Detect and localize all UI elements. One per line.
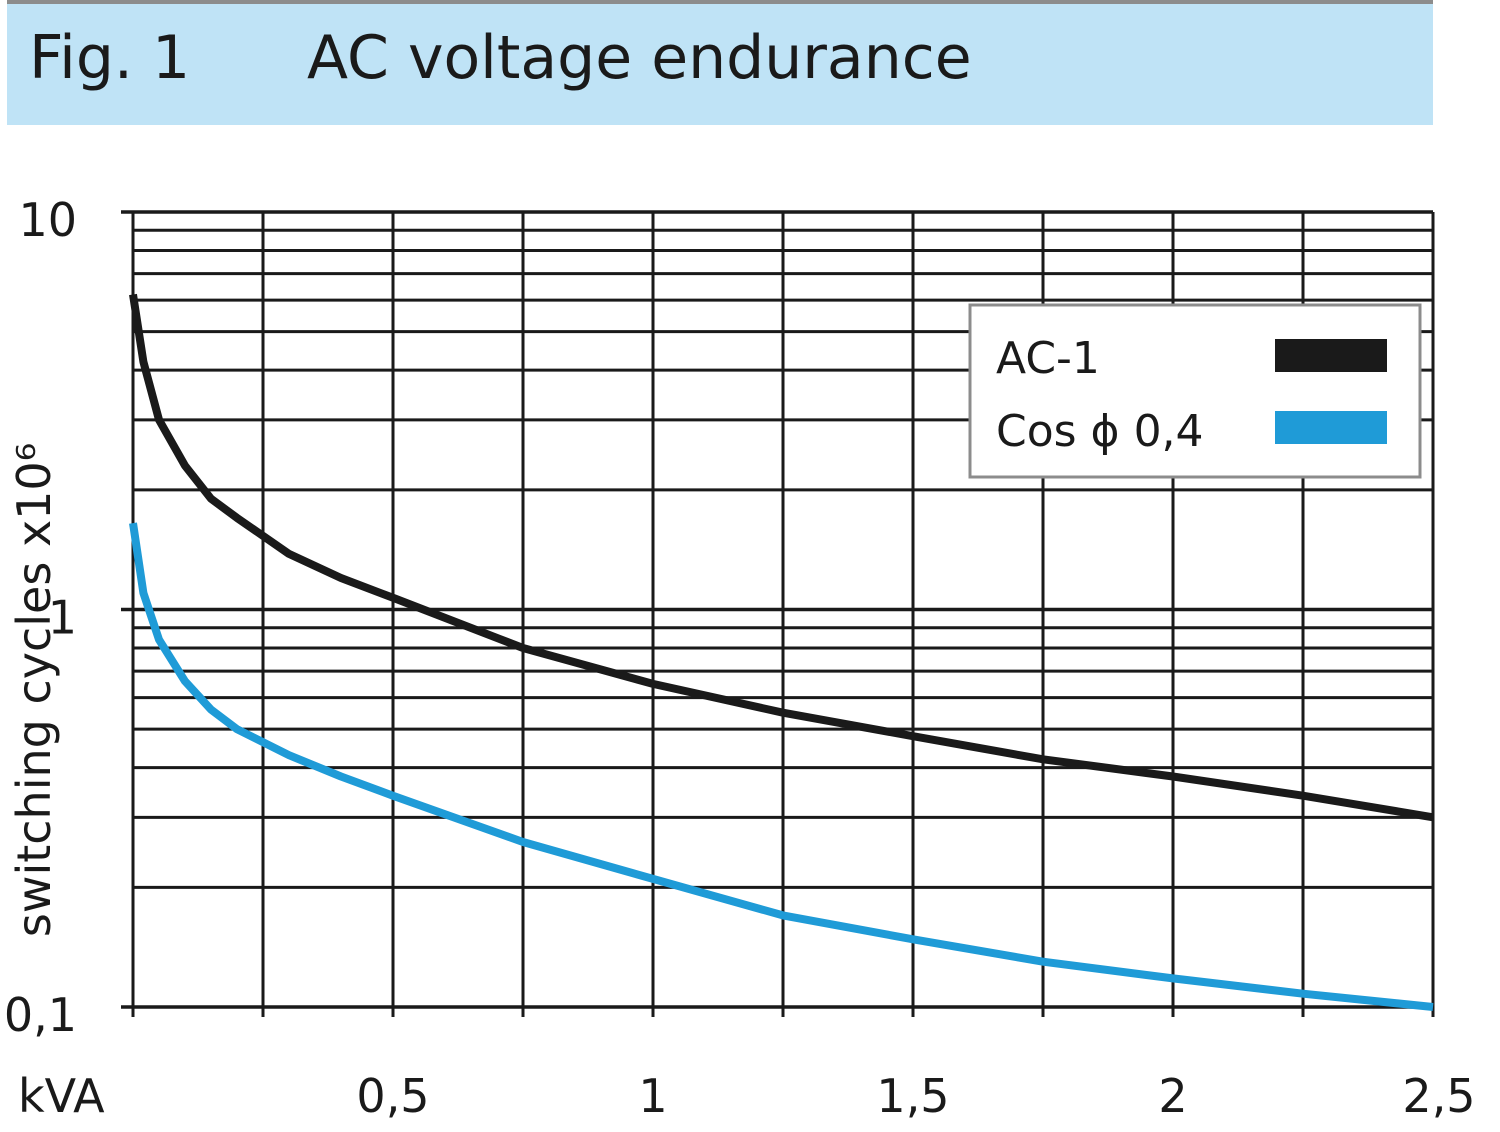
legend-swatch-cos-phi (1275, 411, 1387, 444)
grid-lines (121, 210, 1435, 1017)
figure-header: Fig. 1 AC voltage endurance (7, 4, 1433, 125)
tick-labels: 0,5 1 1,5 2 2,5 0,1 1 10 (4, 193, 1476, 1123)
x-tick-label: 0,5 (356, 1069, 429, 1123)
y-tick-label: 0,1 (4, 988, 77, 1042)
x-tick-label: 1,5 (876, 1069, 949, 1123)
x-tick-label: 2 (1158, 1069, 1187, 1123)
figure-label: Fig. 1 (29, 23, 191, 93)
legend-swatch-ac1 (1275, 339, 1387, 372)
legend-label-cos-phi: Cos ϕ 0,4 (996, 406, 1204, 457)
figure-title: AC voltage endurance (307, 23, 972, 93)
legend-box (968, 303, 1422, 479)
x-tick-label: 2,5 (1402, 1069, 1475, 1123)
series-layer (129, 293, 1434, 1011)
y-tick-label: 10 (18, 193, 77, 247)
y-axis-label: switching cycles x10⁶ (7, 443, 61, 937)
y-tick-label: 1 (48, 591, 77, 645)
legend-label-ac1: AC-1 (996, 333, 1100, 384)
x-axis-label: kVA (18, 1069, 105, 1123)
top-rule (7, 0, 1433, 4)
legend: AC-1 Cos ϕ 0,4 (968, 303, 1422, 479)
series-line-cos-phi (129, 522, 1434, 1011)
x-tick-label: 1 (638, 1069, 667, 1123)
series-line-ac1 (129, 293, 1434, 822)
